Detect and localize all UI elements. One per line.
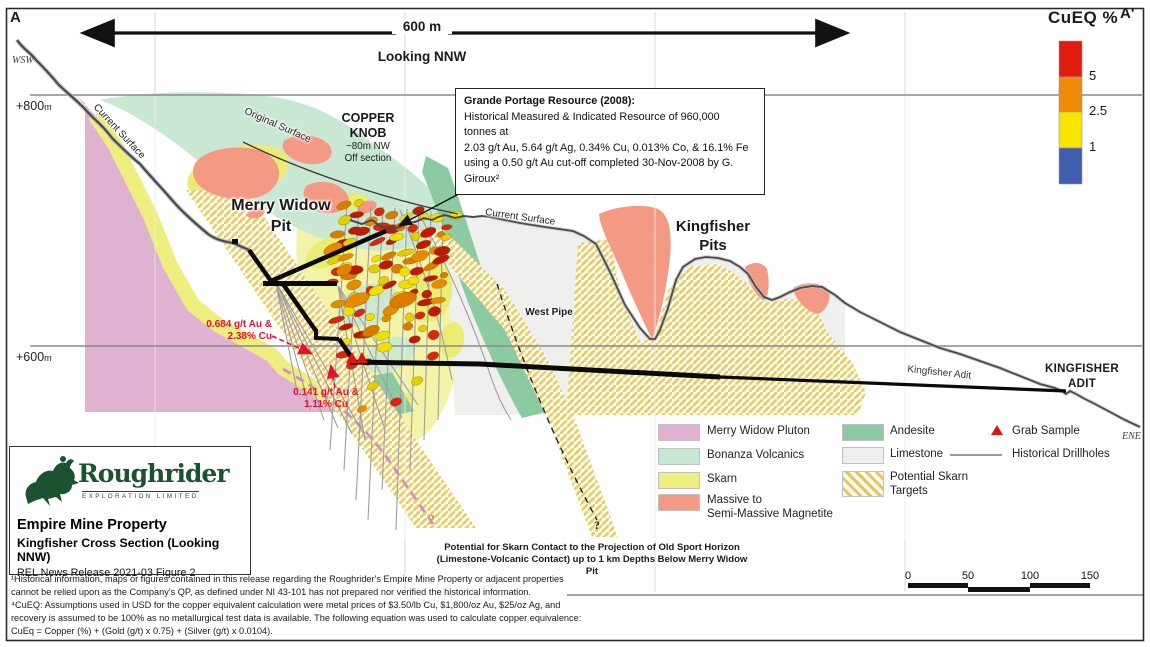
- view-direction-label: Looking NNW: [377, 49, 467, 64]
- compass-ene-label: ENE: [1122, 431, 1141, 442]
- grab-sample-markers: [346, 352, 368, 363]
- cueq-colorbar: [1058, 40, 1083, 185]
- legend-label-andesite: Andesite: [890, 425, 935, 437]
- scale-tick-100: 100: [1020, 570, 1040, 582]
- pit-and-adit-lines: [232, 228, 1067, 393]
- release-reference: REL News Release 2021-03 Figure 2: [17, 567, 196, 579]
- legend-swatch-andesite: [842, 424, 884, 441]
- legend-grab-sample-icon: [991, 425, 1003, 435]
- copper-knob-label: COPPER KNOB ~80m NW Off section: [341, 111, 395, 164]
- merry-widow-pit-label: Merry Widow Pit: [231, 197, 331, 235]
- sample-annotation-2: 0.141 g/t Au & 1.11% Cu: [293, 387, 359, 410]
- skarn-potential-note: Potential for Skarn Contact to the Proje…: [436, 542, 748, 577]
- legend-label-skarn: Skarn: [707, 473, 738, 485]
- old-sport-horizon-dashed: [496, 283, 598, 521]
- elevation-800-label: +800m: [16, 99, 52, 113]
- resource-callout-box: Grande Portage Resource (2008): Historic…: [455, 88, 765, 195]
- brand-subtitle: EXPLORATION LIMITED: [82, 491, 199, 500]
- compass-wsw-label: WSW: [12, 55, 34, 66]
- legend-label-magnetite-2: Semi-Massive Magnetite: [707, 508, 833, 520]
- section-marker-a: A: [10, 9, 21, 26]
- scale-tick-150: 150: [1080, 570, 1100, 582]
- legend-label-grab-sample: Grab Sample: [1012, 425, 1080, 437]
- cueq-tick-2-5: 2.5: [1089, 103, 1108, 118]
- legend-swatch-pluton: [658, 424, 700, 441]
- elevation-600-label: +600m: [16, 350, 52, 364]
- title-block: Roughrider EXPLORATION LIMITED Empire Mi…: [9, 446, 251, 579]
- section-title: Kingfisher Cross Section (Looking NNW): [17, 536, 220, 564]
- property-title: Empire Mine Property: [17, 517, 167, 533]
- legend-swatch-skarn-targets: [842, 471, 884, 497]
- kingfisher-adit-label: KINGFISHER ADIT: [1045, 363, 1119, 390]
- cueq-legend-title: CuEQ %: [1048, 8, 1119, 27]
- scale-tick-50: 50: [961, 570, 975, 582]
- uncertainty-mark-black: ?: [594, 518, 600, 532]
- roughrider-horse-logo-icon: [25, 456, 79, 506]
- legend-label-drillholes: Historical Drillholes: [1012, 448, 1110, 460]
- brand-name: Roughrider: [78, 459, 230, 488]
- uncertainty-mark-pink: ?: [428, 513, 435, 528]
- legend-swatch-magnetite: [658, 494, 700, 511]
- pluton-projection-dashed: [282, 367, 435, 525]
- legend-label-magnetite-1: Massive to: [707, 494, 762, 506]
- cueq-tick-1: 1: [1089, 139, 1097, 154]
- legend-label-volcanics: Bonanza Volcanics: [707, 449, 805, 461]
- kingfisher-pits-label: Kingfisher Pits: [675, 218, 751, 254]
- legend-label-pluton: Merry Widow Pluton: [707, 425, 810, 437]
- sample-annotation-1: 0.684 g/t Au & 2.38% Cu: [206, 319, 272, 342]
- sample-annotation-arrows: [271, 335, 340, 389]
- legend-label-limestone: Limestone: [890, 448, 944, 460]
- section-marker-a-prime: A': [1120, 5, 1135, 22]
- legend-label-skarn-targets-2: Targets: [890, 485, 928, 497]
- legend-swatch-skarn: [658, 472, 700, 489]
- scale-arrow-label: 600 m: [392, 19, 452, 34]
- legend-swatch-volcanics: [658, 448, 700, 465]
- scale-bar: [908, 583, 1090, 592]
- legend-swatch-limestone: [842, 447, 884, 464]
- footnotes: ¹Historical information, maps or figures…: [11, 574, 582, 636]
- figure-border: [5, 7, 1145, 642]
- legend-label-skarn-targets-1: Potential Skarn: [890, 471, 968, 483]
- scale-tick-0: 0: [904, 570, 912, 582]
- cueq-tick-5: 5: [1089, 68, 1097, 83]
- west-pipe-label: West Pipe: [525, 307, 573, 318]
- legend-drillhole-line-icon: [950, 454, 1002, 456]
- drillhole-traces: [275, 203, 512, 531]
- pluton-region: [75, 95, 352, 412]
